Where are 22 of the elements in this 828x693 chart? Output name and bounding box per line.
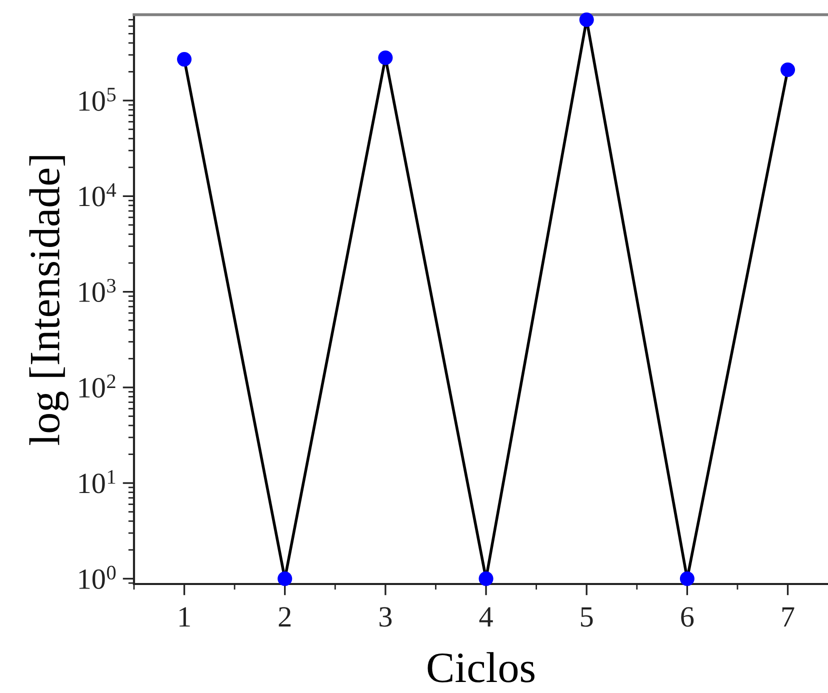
y-tick-label: 10$^{3}$ — [79, 278, 116, 302]
x-tick-label: 3 — [380, 607, 392, 627]
y-tick-label: 10$^{2}$ — [79, 374, 116, 398]
y-axis-title: log [Intensidade] — [29, 156, 68, 445]
x-tick-label: 6 — [681, 607, 694, 627]
point — [680, 571, 694, 586]
point — [278, 571, 292, 586]
point — [780, 62, 796, 78]
x-tick-label: 5 — [581, 607, 593, 627]
point — [177, 52, 192, 67]
y-tick-label: 10$^{0}$ — [79, 566, 116, 590]
y-tick-label: 10$^{4}$ — [79, 183, 116, 206]
point — [478, 571, 494, 586]
x-axis-title: Ciclos — [428, 652, 534, 682]
x-tick-label: 7 — [782, 607, 794, 626]
y-tick-label: 10$^{5}$ — [79, 88, 116, 111]
y-tick-label: 10$^{1}$ — [79, 470, 116, 494]
point — [579, 12, 594, 28]
x-tick-label: 4 — [479, 607, 493, 626]
x-tick-label: 1 — [180, 607, 190, 626]
point — [378, 50, 393, 66]
x-tick-label: 2 — [278, 607, 291, 626]
